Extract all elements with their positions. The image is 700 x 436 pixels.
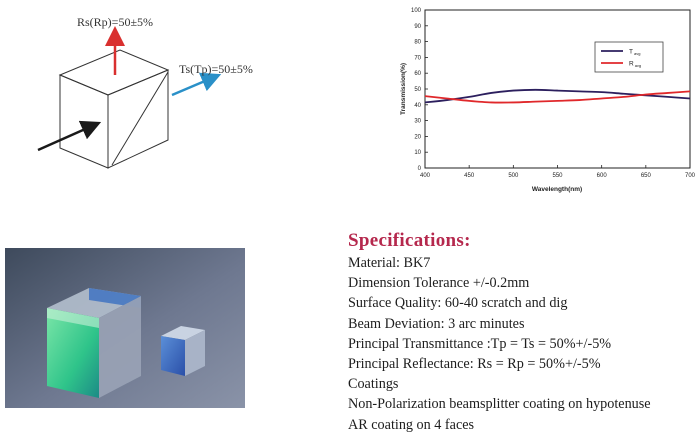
transmit-label: Ts(Tp)=50±5% (179, 62, 253, 76)
chart-legend: Tavg Ravg (594, 41, 664, 73)
large-cube-image (47, 288, 141, 398)
transmitted-beam-arrow (171, 72, 222, 97)
y-tick-label: 20 (414, 134, 421, 140)
spec-hypotenuse-coating: Non-Polarization beamsplitter coating on… (348, 396, 651, 413)
specifications-panel: Specifications: Material: BK7 Dimension … (348, 229, 698, 435)
chart-axes: 0 10 20 30 40 50 60 70 80 90 100 400 450 500 550 600 650… (411, 8, 696, 179)
y-tick-label: 80 (414, 40, 421, 46)
specs-list: Material: BK7 Dimension Tolerance +/-0.2… (348, 253, 698, 435)
specs-title: Specifications: (348, 230, 471, 251)
small-cube-image (161, 326, 205, 376)
y-tick-label: 0 (418, 166, 422, 172)
y-tick-label: 40 (414, 103, 421, 109)
spec-reflectance: Principal Reflectance: Rs = Rp = 50%+/-5… (348, 356, 601, 373)
y-tick-label: 10 (414, 150, 421, 156)
spec-transmittance: Principal Transmittance :Tp = Ts = 50%+/… (348, 335, 612, 352)
spec-dimension-tolerance: Dimension Tolerance +/-0.2mm (348, 275, 530, 292)
spec-ar-coating: AR coating on 4 faces (348, 416, 475, 433)
y-tick-label: 60 (414, 71, 421, 77)
x-tick-label: 550 (552, 173, 563, 179)
y-tick-label: 90 (414, 24, 421, 30)
plot-frame (424, 9, 691, 169)
spec-beam-deviation: Beam Deviation: 3 arc minutes (348, 315, 525, 332)
spec-coatings: Coatings (348, 376, 399, 393)
series-line-r (424, 90, 691, 104)
cube-outline (58, 49, 170, 169)
legend-label-r: Ravg (629, 61, 641, 69)
product-photo (5, 248, 245, 408)
y-tick-label: 100 (411, 8, 422, 14)
x-tick-label: 450 (464, 173, 475, 179)
y-tick-label: 30 (414, 119, 421, 125)
x-axis-label: Wavelength(nm) (532, 186, 582, 193)
y-tick-label: 50 (414, 87, 421, 93)
chart-series (424, 88, 691, 104)
transmission-chart: 0 10 20 30 40 50 60 70 80 90 100 400 450 500 550 600 650… (400, 8, 696, 193)
x-tick-label: 600 (597, 173, 608, 179)
x-tick-label: 650 (641, 173, 652, 179)
legend-box (594, 41, 664, 73)
reflect-label: Rs(Rp)=50±5% (77, 15, 153, 29)
spec-material: Material: BK7 (348, 255, 431, 271)
y-tick-label: 70 (414, 55, 421, 61)
beamsplitter-diagram: Rs(Rp)=50±5% Ts(Tp)=50±5% (37, 15, 253, 169)
input-beam-arrow (37, 120, 102, 152)
x-tick-label: 700 (685, 173, 696, 179)
x-tick-label: 400 (420, 173, 431, 179)
spec-surface-quality: Surface Quality: 60-40 scratch and dig (348, 295, 568, 312)
x-tick-label: 500 (508, 173, 519, 179)
legend-label-t: Tavg (629, 49, 640, 57)
y-axis-label: Transmission(%) (400, 63, 407, 115)
